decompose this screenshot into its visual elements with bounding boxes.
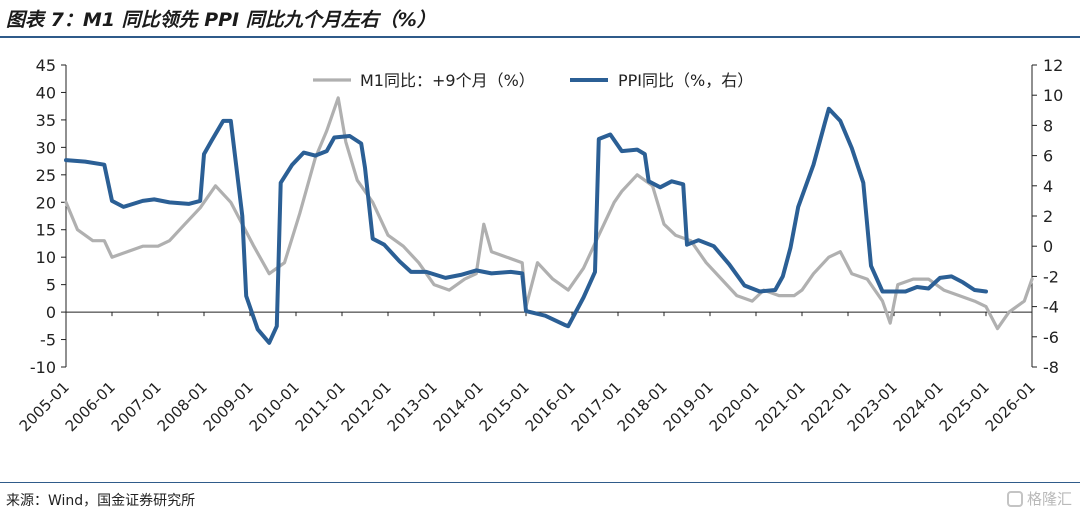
left-tick-label: 40 [36, 83, 56, 102]
left-tick-label: 20 [36, 193, 56, 212]
x-tick-label: 2022-01 [798, 378, 855, 435]
x-tick-label: 2020-01 [706, 378, 763, 435]
right-tick-label: -6 [1043, 328, 1059, 347]
legend-item-m1: M1同比：+9个月（%） [313, 71, 535, 90]
x-tick-label: 2014-01 [430, 378, 487, 435]
right-tick-label: 0 [1043, 237, 1053, 256]
right-tick-label: 10 [1043, 86, 1063, 105]
x-tick-label: 2026-01 [982, 378, 1039, 435]
watermark: 格隆汇 [1006, 488, 1072, 509]
chart-legend: M1同比：+9个月（%） PPI同比（%，右） [313, 71, 753, 90]
right-tick-label: 2 [1043, 207, 1053, 226]
x-tick-label: 2017-01 [568, 378, 625, 435]
x-tick-label: 2015-01 [476, 378, 533, 435]
left-tick-label: 35 [36, 111, 56, 130]
x-tick-label: 2009-01 [200, 378, 257, 435]
chart-series-layer [64, 96, 1034, 345]
right-tick-label: 4 [1043, 177, 1053, 196]
right-tick-label: -8 [1043, 358, 1059, 377]
ppi-series-line [64, 106, 988, 345]
left-tick-label: 25 [36, 166, 56, 185]
left-tick-label: -5 [40, 331, 56, 350]
x-tick-label: 2006-01 [62, 378, 119, 435]
x-tick-label: 2023-01 [844, 378, 901, 435]
chart-title: 图表 7：M1 同比领先 PPI 同比九个月左右（%） [6, 9, 436, 31]
right-tick-label: -4 [1043, 298, 1059, 317]
left-tick-label: 15 [36, 221, 56, 240]
left-tick-label: 5 [46, 276, 56, 295]
x-tick-label: 2008-01 [154, 378, 211, 435]
title-bar: 图表 7：M1 同比领先 PPI 同比九个月左右（%） [0, 0, 1080, 38]
footer-divider [0, 482, 1080, 483]
left-tick-label: 0 [46, 303, 56, 322]
x-tick-label: 2018-01 [614, 378, 671, 435]
x-tick-label: 2012-01 [338, 378, 395, 435]
m1-series-line [64, 96, 1034, 331]
x-tick-label: 2005-01 [16, 378, 73, 435]
x-tick-label: 2019-01 [660, 378, 717, 435]
x-tick-label: 2010-01 [246, 378, 303, 435]
x-tick-label: 2007-01 [108, 378, 165, 435]
legend-label: PPI同比（%，右） [618, 71, 753, 90]
title-divider [0, 36, 1080, 38]
x-tick-label: 2016-01 [522, 378, 579, 435]
left-tick-label: 10 [36, 248, 56, 267]
x-tick-label: 2013-01 [384, 378, 441, 435]
x-tick-label: 2024-01 [890, 378, 947, 435]
line-chart: -10 -5 0 5 10 15 20 25 30 35 40 45 -8 -6 -4 -2 0 2 4 6 8 10 12… [16, 56, 1064, 435]
x-tick-label: 2021-01 [752, 378, 809, 435]
left-tick-label: 45 [36, 56, 56, 75]
legend-label: M1同比：+9个月（%） [360, 71, 535, 90]
right-tick-label: -2 [1043, 267, 1059, 286]
source-note: 来源：Wind，国金证券研究所 [6, 493, 196, 509]
legend-item-ppi: PPI同比（%，右） [570, 71, 753, 90]
watermark-logo-icon [1006, 491, 1023, 507]
x-tick-label: 2025-01 [936, 378, 993, 435]
right-tick-label: 8 [1043, 116, 1053, 135]
watermark-text: 格隆汇 [1026, 490, 1072, 508]
left-tick-label: -10 [30, 358, 56, 377]
left-tick-label: 30 [36, 138, 56, 157]
right-tick-label: 12 [1043, 56, 1063, 75]
right-tick-label: 6 [1043, 147, 1053, 166]
x-tick-label: 2011-01 [292, 378, 349, 435]
chart-axes: -10 -5 0 5 10 15 20 25 30 35 40 45 -8 -6 -4 -2 0 2 4 6 8 10 12… [16, 56, 1064, 435]
